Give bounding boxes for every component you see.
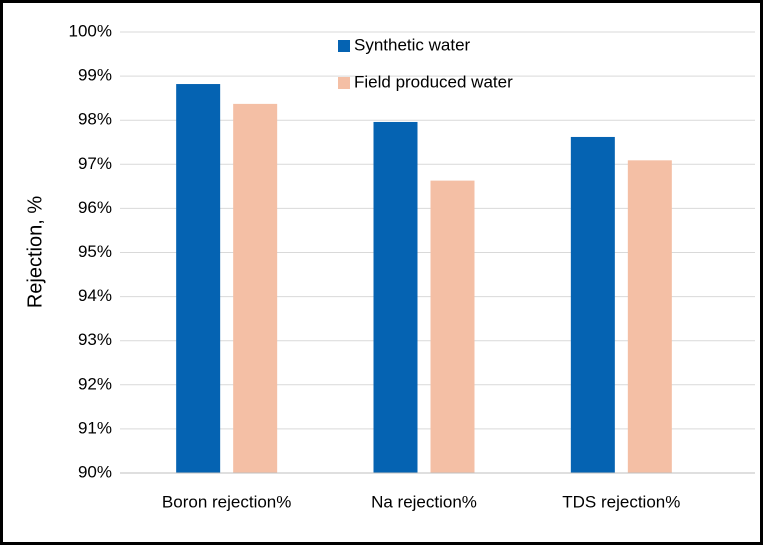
- y-tick-label: 91%: [78, 418, 112, 437]
- bar: [373, 121, 418, 474]
- y-tick-label: 97%: [78, 154, 112, 173]
- y-tick-label: 95%: [78, 242, 112, 261]
- x-tick-label: TDS rejection%: [562, 492, 680, 511]
- bar: [570, 136, 615, 473]
- legend-swatch: [338, 77, 350, 89]
- y-tick-label: 90%: [78, 462, 112, 481]
- bar: [176, 84, 221, 474]
- y-tick-label: 100%: [69, 21, 112, 40]
- legend-label: Field produced water: [354, 72, 513, 91]
- x-tick-label: Boron rejection%: [162, 492, 291, 511]
- y-tick-label: 98%: [78, 110, 112, 129]
- y-axis-label: Rejection, %: [24, 196, 46, 308]
- y-tick-label: 93%: [78, 330, 112, 349]
- y-tick-label: 94%: [78, 286, 112, 305]
- x-tick-label: Na rejection%: [371, 492, 477, 511]
- y-tick-label: 99%: [78, 66, 112, 85]
- bar: [233, 103, 278, 474]
- bar: [430, 180, 475, 473]
- legend-swatch: [338, 40, 350, 52]
- legend-label: Synthetic water: [354, 35, 471, 54]
- bar: [627, 160, 672, 473]
- y-tick-label: 92%: [78, 374, 112, 393]
- y-tick-label: 96%: [78, 198, 112, 217]
